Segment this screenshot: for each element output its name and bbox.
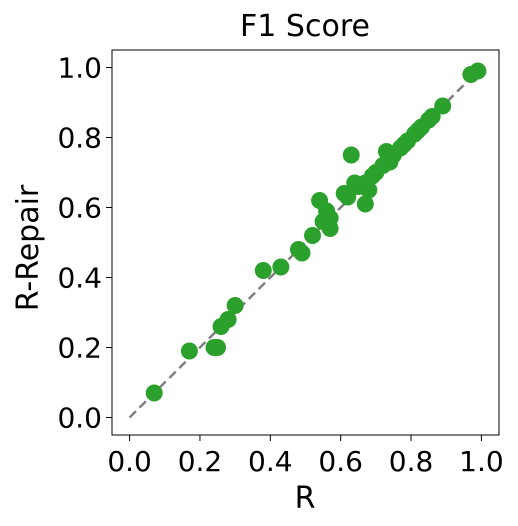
y-tick-label: 0.2 <box>57 332 102 365</box>
data-point <box>360 181 378 199</box>
ticks-layer: 0.0 0.2 0.4 0.6 0.8 1.0 0.0 0.2 0.4 0.6 0.8 1.0 <box>57 52 503 479</box>
y-tick-label: 0.0 <box>57 402 102 435</box>
data-point <box>272 258 290 276</box>
data-point <box>321 209 339 227</box>
y-tick-label: 0.4 <box>57 262 102 295</box>
data-point <box>293 244 311 262</box>
x-tick-label: 1.0 <box>459 445 504 478</box>
x-tick-label: 0.8 <box>389 445 434 478</box>
chart-title: F1 Score <box>240 9 370 44</box>
data-point <box>342 146 360 164</box>
plot-frame <box>111 49 500 436</box>
x-tick-label: 0.2 <box>178 445 223 478</box>
x-tick-label: 0.0 <box>107 445 152 478</box>
data-point <box>145 384 163 402</box>
x-axis-label: R <box>295 481 316 516</box>
data-point <box>304 227 322 244</box>
data-point <box>209 339 227 356</box>
y-tick-label: 0.6 <box>57 192 102 225</box>
data-point <box>180 342 198 360</box>
data-point <box>356 195 374 213</box>
y-tick-label: 0.8 <box>57 122 102 155</box>
y-axis-label: R-Repair <box>11 184 46 311</box>
data-point <box>423 108 441 125</box>
data-point <box>254 262 272 279</box>
data-point <box>226 297 244 314</box>
data-point <box>469 62 487 80</box>
points-layer <box>145 62 487 402</box>
data-point <box>434 97 452 115</box>
data-point <box>219 311 237 328</box>
data-point <box>339 188 357 206</box>
y-tick-label: 1.0 <box>57 52 102 85</box>
x-tick-label: 0.4 <box>248 445 293 478</box>
x-tick-label: 0.6 <box>318 445 363 478</box>
